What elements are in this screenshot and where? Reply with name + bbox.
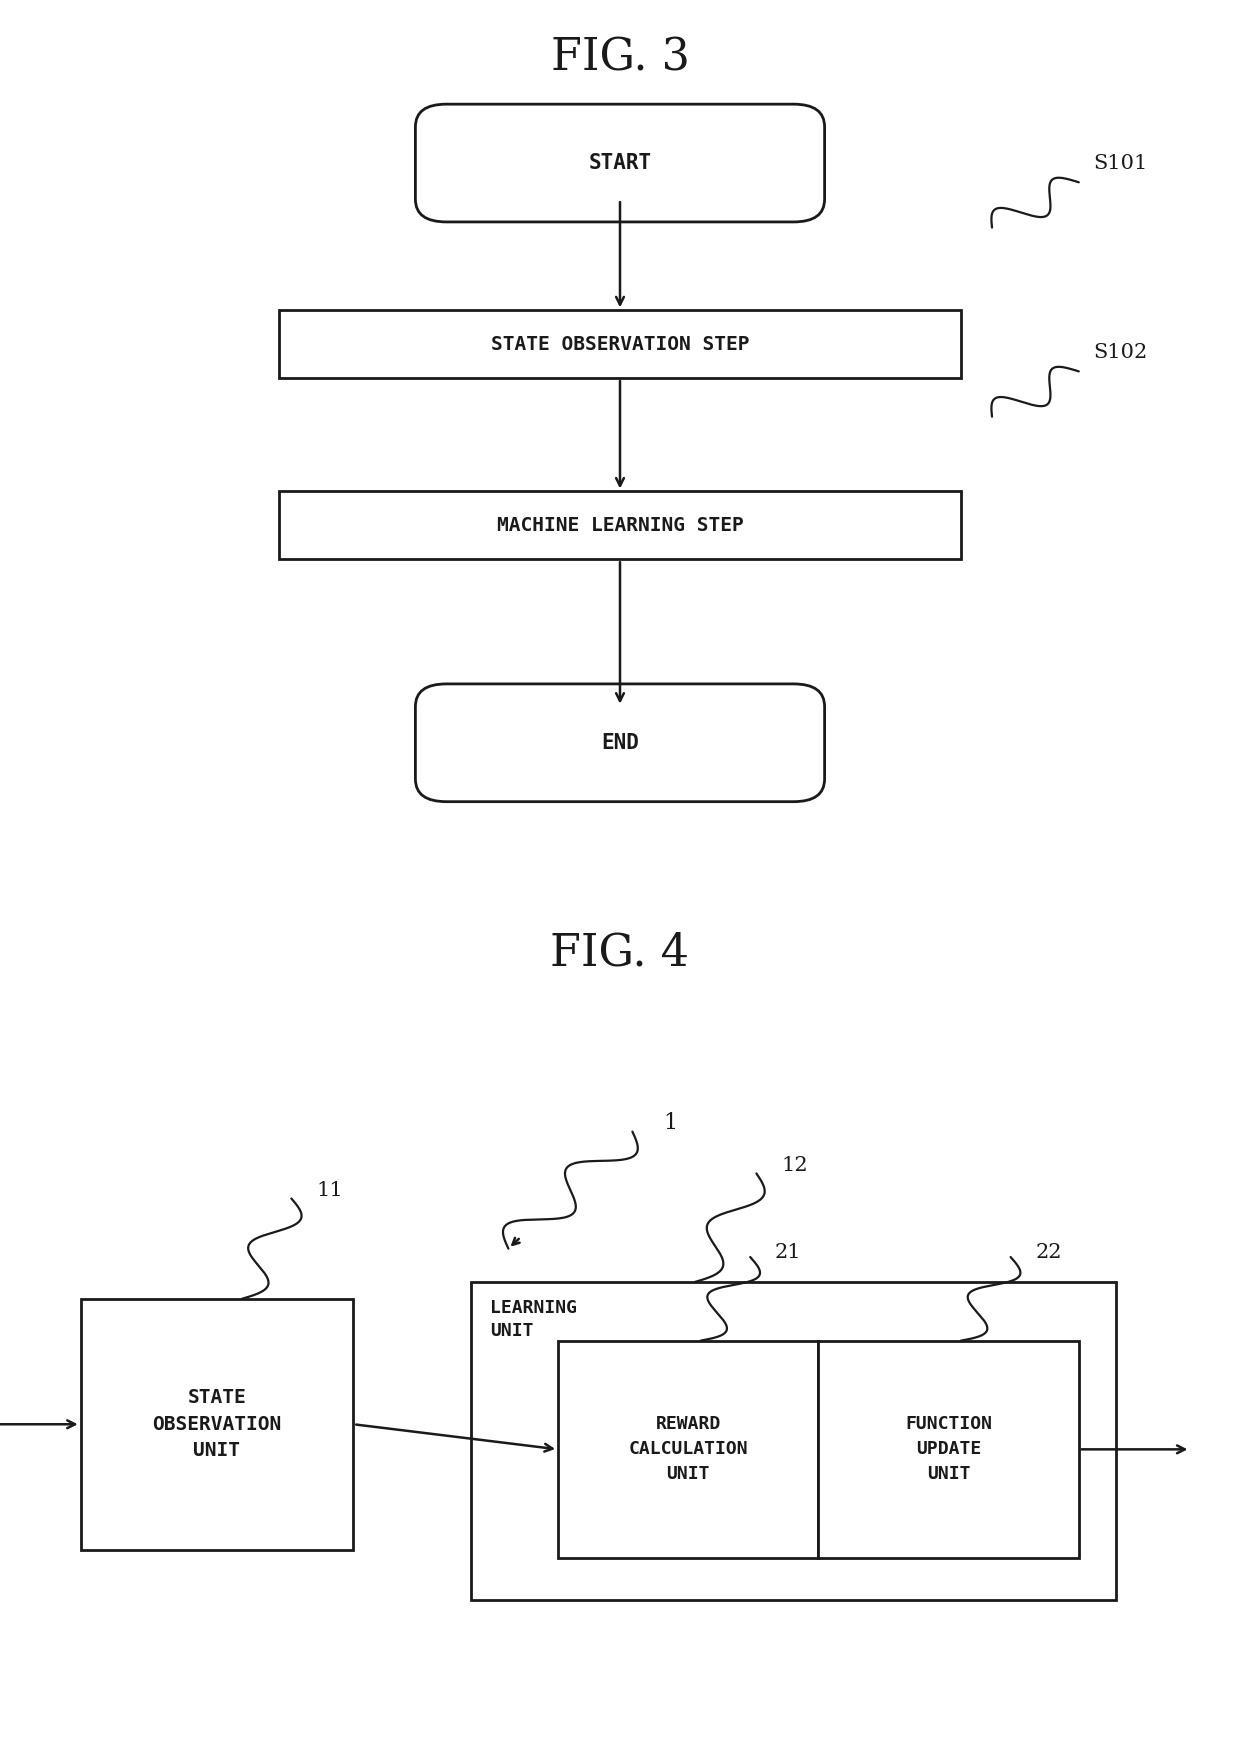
Text: LEARNING
UNIT: LEARNING UNIT xyxy=(490,1300,577,1340)
FancyBboxPatch shape xyxy=(415,105,825,221)
Text: 1: 1 xyxy=(663,1111,677,1134)
FancyBboxPatch shape xyxy=(818,1341,1079,1557)
Text: FIG. 3: FIG. 3 xyxy=(551,37,689,80)
Text: 12: 12 xyxy=(781,1155,807,1174)
Text: 11: 11 xyxy=(316,1181,343,1200)
Text: 21: 21 xyxy=(775,1244,801,1263)
Text: REWARD
CALCULATION
UNIT: REWARD CALCULATION UNIT xyxy=(629,1415,748,1484)
Text: END: END xyxy=(601,733,639,753)
FancyBboxPatch shape xyxy=(558,1341,818,1557)
Text: STATE
OBSERVATION
UNIT: STATE OBSERVATION UNIT xyxy=(153,1388,281,1460)
Text: S101: S101 xyxy=(1094,155,1148,172)
FancyBboxPatch shape xyxy=(279,491,961,559)
Text: FIG. 4: FIG. 4 xyxy=(551,930,689,974)
Text: MACHINE LEARNING STEP: MACHINE LEARNING STEP xyxy=(497,516,743,535)
Text: S102: S102 xyxy=(1094,343,1148,362)
Text: 22: 22 xyxy=(1035,1244,1061,1263)
Text: STATE OBSERVATION STEP: STATE OBSERVATION STEP xyxy=(491,334,749,354)
Text: START: START xyxy=(589,153,651,172)
Text: FUNCTION
UPDATE
UNIT: FUNCTION UPDATE UNIT xyxy=(905,1415,992,1484)
FancyBboxPatch shape xyxy=(471,1282,1116,1599)
FancyBboxPatch shape xyxy=(279,310,961,378)
FancyBboxPatch shape xyxy=(415,685,825,801)
FancyBboxPatch shape xyxy=(81,1300,353,1550)
